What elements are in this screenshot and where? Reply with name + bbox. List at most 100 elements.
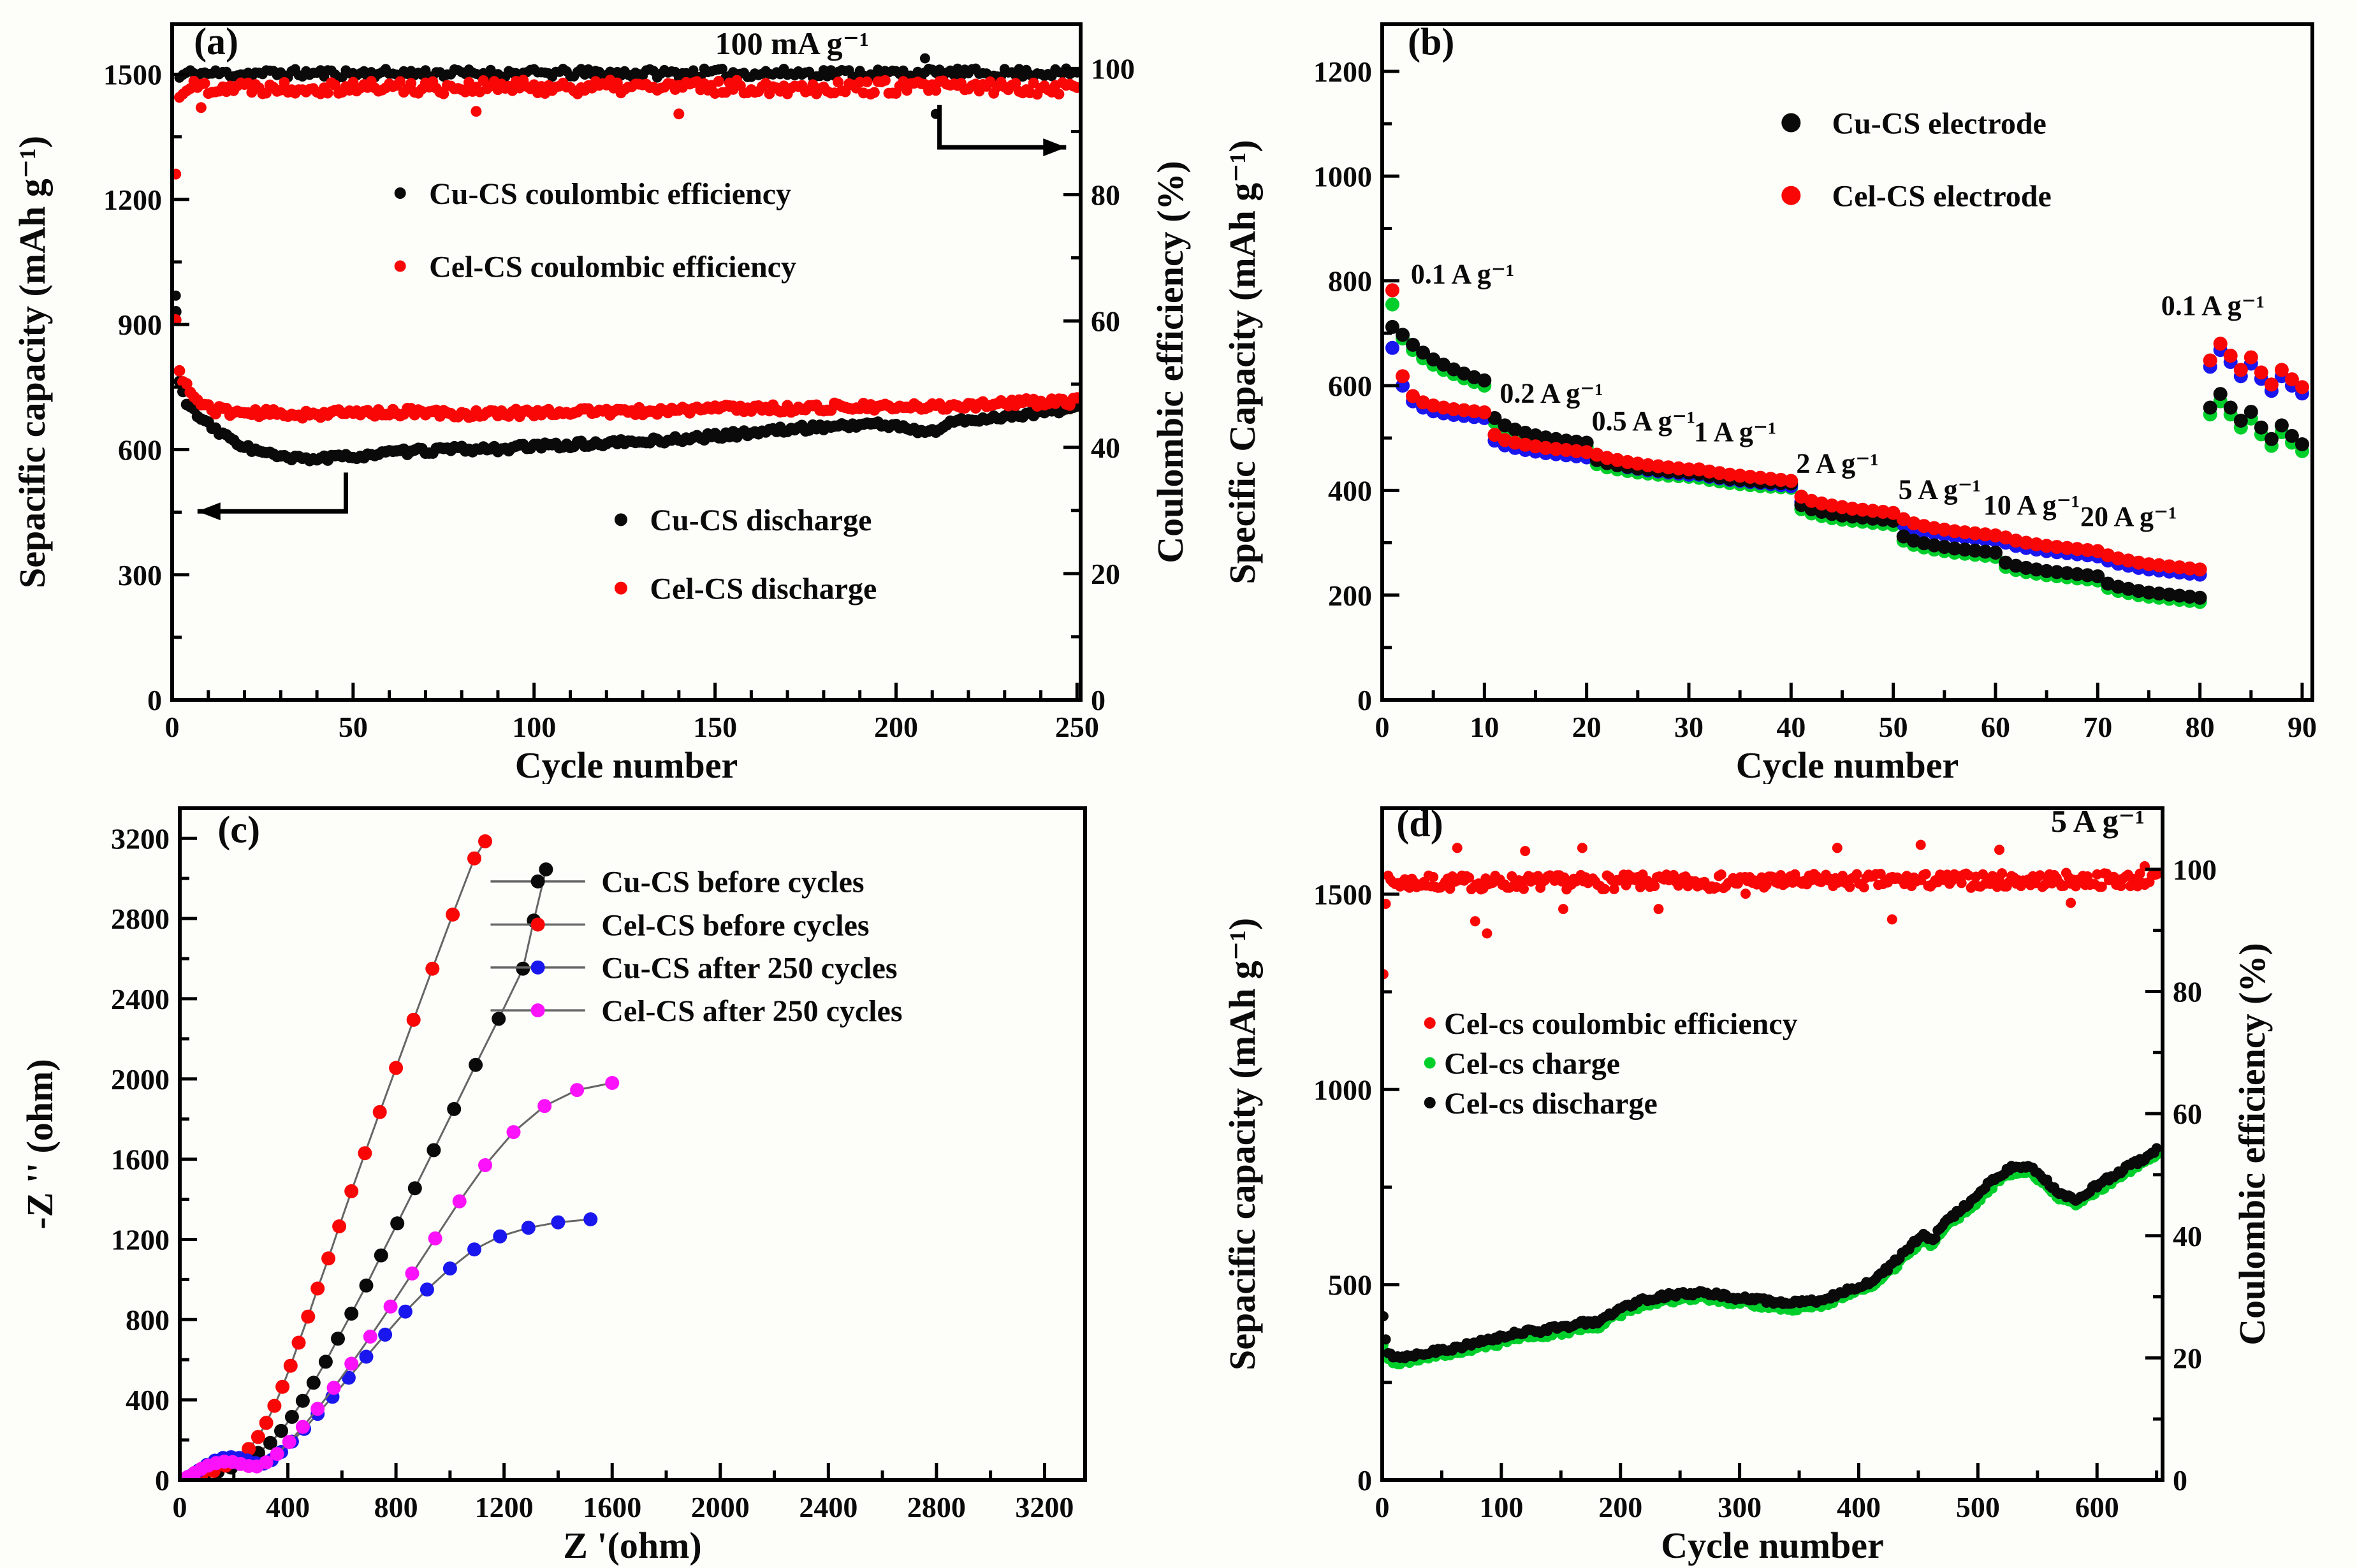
x-axis-label: Cycle number	[515, 744, 738, 784]
y-tick-label: 600	[1328, 370, 1372, 402]
annotation: 0.1 A g⁻¹	[1411, 259, 1514, 290]
y-tick-label: 400	[126, 1384, 170, 1416]
annotation: 5 A g⁻¹	[2051, 803, 2145, 839]
legend-item-cel-cs-electrode: Cel-CS electrode	[1781, 179, 2052, 213]
y-axis-label: Specific Capacity (mAh g⁻¹)	[1222, 140, 1263, 584]
x-tick-label: 100	[512, 711, 556, 743]
y-tick-label: 1600	[111, 1143, 170, 1176]
x-tick-label: 50	[1879, 711, 1908, 743]
legend-item-cu-cs-coulombic-efficiency: Cu-CS coulombic efficiency	[394, 177, 791, 211]
y2-tick-label: 0	[1091, 684, 1106, 716]
axes-c: 0 400 800 1200 1600 2000 2400 2800 3200 0 400 800 12…	[19, 806, 1087, 1566]
annotation: 5 A g⁻¹	[1899, 474, 1981, 505]
x-tick-label: 250	[1055, 711, 1099, 743]
y2-axis-label: Coulombic efficiency (%)	[1149, 161, 1191, 563]
panel-letter-b: (b)	[1408, 21, 1454, 63]
x-tick-label: 600	[2075, 1491, 2119, 1523]
series-cel-cs-discharge-5a	[1381, 1143, 2162, 1363]
annotation: 0.5 A g⁻¹	[1592, 405, 1695, 437]
legend-label: Cel-CS coulombic efficiency	[429, 250, 796, 284]
y-tick-label: 0	[1357, 1464, 1372, 1497]
x-tick-label: 1200	[475, 1491, 534, 1523]
y2-tick-label: 20	[1091, 558, 1120, 590]
x-tick-label: 0	[1375, 1491, 1390, 1523]
legend-label: Cel-cs coulombic efficiency	[1444, 1007, 1797, 1041]
legend-item-cel-cs-coulombic-efficiency: Cel-CS coulombic efficiency	[394, 250, 796, 284]
panel-a-cycling-performance-chart: 0 50 100 150 200 2500300600900120015000204060…	[11, 20, 1191, 784]
x-tick-label: 200	[1598, 1491, 1642, 1523]
legend-label: Cel-CS before cycles	[601, 908, 869, 942]
x-tick-label: 100	[1479, 1491, 1523, 1523]
legend-item-cu-cs-before-cycles: Cu-CS before cycles	[490, 866, 865, 899]
x-tick-label: 0	[165, 711, 180, 743]
x-tick-label: 80	[2186, 711, 2215, 743]
y-tick-label: 3200	[111, 822, 170, 855]
legend-item-cu-cs-electrode: Cu-CS electrode	[1781, 106, 2047, 140]
annotation-arrow	[937, 105, 1067, 150]
y-tick-label: 1200	[1313, 55, 1372, 88]
y2-tick-label: 60	[2173, 1098, 2202, 1130]
annotation: 1 A g⁻¹	[1694, 416, 1776, 447]
x-axis-label: Cycle number	[1661, 1525, 1884, 1566]
y-tick-label: 0	[1357, 684, 1372, 716]
series-cu-cs-discharge	[171, 306, 1082, 467]
x-tick-label: 200	[874, 711, 918, 743]
annotation-arrow	[197, 472, 349, 514]
y2-tick-label: 40	[2173, 1220, 2202, 1252]
legend-label: Cu-CS after 250 cycles	[601, 952, 897, 985]
legend-item-cel-cs-discharge: Cel-CS discharge	[614, 572, 877, 606]
series-cel-cs-electrode-discharge	[1385, 283, 2309, 577]
annotation: 2 A g⁻¹	[1796, 447, 1878, 479]
annotation: 0.1 A g⁻¹	[2161, 290, 2265, 321]
y-tick-label: 1000	[1313, 160, 1372, 192]
x-tick-label: 40	[1776, 711, 1806, 743]
panel-b-rate-capability-chart: 0 10 20 30 40 50 60 70 80 90 0 200 400 600 800 1000 1200…	[1222, 21, 2317, 784]
y-tick-label: 200	[1328, 579, 1372, 612]
panel-c-nyquist-impedance-chart: 0 400 800 1200 1600 2000 2400 2800 3200 0 400 800 12…	[19, 806, 1087, 1566]
y-axis-label: Sepacific capacity (mAh g⁻¹)	[1222, 918, 1263, 1370]
y2-tick-label: 100	[1091, 52, 1135, 85]
x-axis-label: Cycle number	[1736, 744, 1959, 784]
y-tick-label: 0	[155, 1464, 170, 1497]
panel-d-long-term-cycling-chart: 0 100 200 300 400 500 600 0 500 1000 1500 0 20 40 60 80…	[1222, 802, 2273, 1566]
y-axis-label: -Z '' (ohm)	[19, 1059, 61, 1229]
legend-label: Cu-CS electrode	[1832, 106, 2046, 140]
legend-label: Cu-CS discharge	[650, 504, 872, 537]
axes-d: 0 100 200 300 400 500 600 0 500 1000 1500 0 20 40 60 80…	[1222, 806, 2273, 1566]
x-tick-label: 2400	[799, 1491, 857, 1523]
x-tick-label: 60	[1981, 711, 2010, 743]
series-cel-cs-discharge	[171, 314, 1082, 424]
annotation: 100 mA g⁻¹	[715, 25, 869, 61]
legend-item-cel-cs-discharge: Cel-cs discharge	[1424, 1087, 1658, 1121]
y-tick-label: 1200	[111, 1224, 170, 1256]
legend-item-cu-cs-discharge: Cu-CS discharge	[614, 504, 872, 537]
y2-tick-label: 80	[1091, 179, 1120, 212]
y-tick-label: 0	[147, 684, 162, 716]
y-tick-label: 1200	[103, 184, 162, 216]
panel-letter-c: (c)	[217, 808, 260, 850]
legend-label: Cel-CS discharge	[650, 572, 877, 606]
x-tick-label: 150	[693, 711, 737, 743]
y-tick-label: 2400	[111, 983, 170, 1015]
annotation: 10 A g⁻¹	[1983, 490, 2080, 521]
y-tick-label: 800	[1328, 265, 1372, 298]
y2-tick-label: 60	[1091, 305, 1120, 338]
y2-tick-label: 20	[2173, 1342, 2202, 1374]
plot-area-d	[1381, 839, 2162, 1370]
legend-item-cel-cs-after-250-cycles: Cel-CS after 250 cycles	[490, 994, 903, 1028]
y-tick-label: 1000	[1313, 1073, 1372, 1106]
x-tick-label: 2000	[691, 1491, 750, 1523]
y-tick-label: 900	[118, 309, 162, 341]
y-tick-label: 1500	[1313, 878, 1372, 911]
legend-item-cel-cs-charge: Cel-cs charge	[1424, 1047, 1620, 1080]
annotation: 20 A g⁻¹	[2080, 501, 2177, 532]
legend-item-cu-cs-after-250-cycles: Cu-CS after 250 cycles	[490, 952, 898, 985]
x-tick-label: 30	[1674, 711, 1704, 743]
y2-tick-label: 80	[2173, 976, 2202, 1008]
x-tick-label: 90	[2288, 711, 2317, 743]
x-tick-label: 10	[1470, 711, 1499, 743]
y-tick-label: 2800	[111, 903, 170, 935]
x-tick-label: 0	[173, 1491, 187, 1523]
x-tick-label: 50	[339, 711, 368, 743]
